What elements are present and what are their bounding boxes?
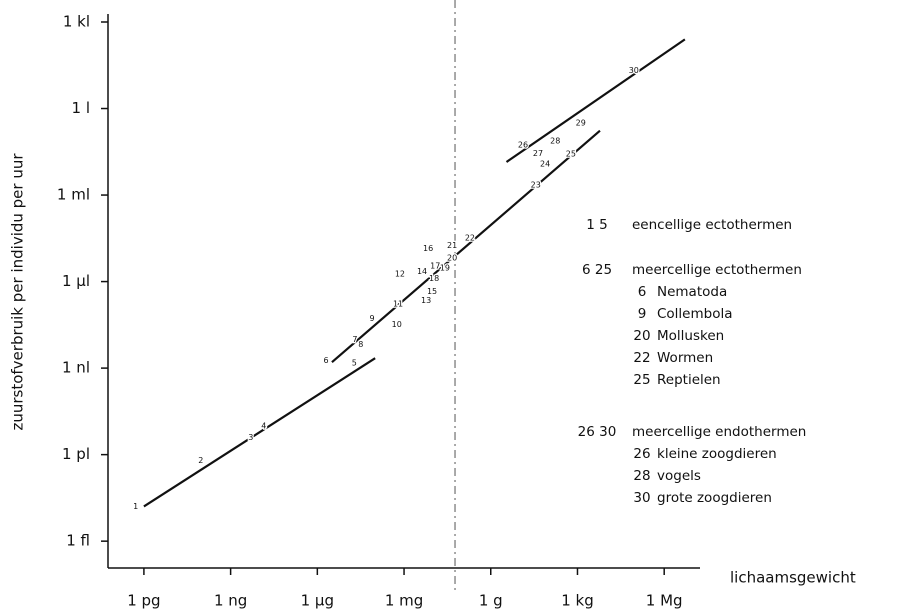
point-label: 11 <box>393 299 403 308</box>
point-label: 29 <box>576 119 586 128</box>
point-label: 18 <box>429 274 439 283</box>
legend-item-number: 6 <box>638 284 647 300</box>
legend-item-name: Wormen <box>657 350 713 366</box>
point-label: 27 <box>533 149 543 158</box>
point-label: 17 <box>430 262 440 271</box>
point-label: 10 <box>392 320 402 329</box>
x-tick-label: 1 ng <box>214 592 247 610</box>
x-tick-label: 1 µg <box>301 592 334 610</box>
legend-item-name: Collembola <box>657 306 733 322</box>
point-label: 4 <box>261 421 266 430</box>
point-label: 20 <box>447 254 457 263</box>
legend-group-label: meercellige ectothermen <box>632 262 802 278</box>
legend-item-number: 26 <box>633 446 650 462</box>
legend-item-name: kleine zoogdieren <box>657 446 777 462</box>
point-label: 12 <box>395 270 405 279</box>
x-tick-label: 1 g <box>479 592 503 610</box>
point-label: 19 <box>440 264 450 273</box>
y-tick-label: 1 µl <box>62 272 90 290</box>
line <box>143 357 376 508</box>
y-tick-label: 1 pl <box>62 445 90 463</box>
legend-group-label: eencellige ectothermen <box>632 217 792 233</box>
x-axis-label: lichaamsgewicht <box>730 569 856 587</box>
y-tick-label: 1 kl <box>63 13 90 31</box>
legend-item-name: vogels <box>657 468 701 484</box>
point-label: 5 <box>352 359 357 368</box>
x-tick-label: 1 pg <box>127 592 160 610</box>
point-label: 3 <box>248 433 253 442</box>
legend-item-number: 30 <box>633 490 650 506</box>
y-tick-label: 1 fl <box>66 532 90 550</box>
legend-group-label: meercellige endothermen <box>632 424 806 440</box>
point-label: 14 <box>417 267 427 276</box>
point-label: 7 <box>352 335 357 344</box>
legend-range: 1 5 <box>586 217 607 233</box>
legend-item-number: 28 <box>633 468 650 484</box>
y-tick-label: 1 ml <box>57 186 90 204</box>
point-label: 15 <box>427 287 437 296</box>
legend-range: 26 30 <box>578 424 617 440</box>
y-tick-label: 1 l <box>72 99 90 117</box>
point-label: 9 <box>369 314 374 323</box>
point-label: 23 <box>531 181 541 190</box>
legend-item-name: Mollusken <box>657 328 724 344</box>
x-tick-label: 1 mg <box>385 592 423 610</box>
legend-item-name: grote zoogdieren <box>657 490 772 506</box>
line <box>505 38 686 163</box>
legend-item-number: 22 <box>633 350 650 366</box>
point-label: 30 <box>629 66 639 75</box>
y-axis-label: zuurstofverbruik per individu per uur <box>9 153 27 431</box>
point-label: 1 <box>133 502 138 511</box>
point-label: 13 <box>421 296 431 305</box>
point-label: 22 <box>465 234 475 243</box>
point-label: 25 <box>566 150 576 159</box>
point-label: 24 <box>540 159 550 168</box>
point-label: 21 <box>447 241 457 250</box>
point-label: 28 <box>550 137 560 146</box>
point-label: 16 <box>423 244 433 253</box>
legend-item-name: Reptielen <box>657 372 721 388</box>
legend-range: 6 25 <box>582 262 612 278</box>
legend-item-number: 25 <box>633 372 650 388</box>
line <box>331 129 601 364</box>
point-label: 2 <box>198 456 203 465</box>
x-tick-label: 1 Mg <box>646 592 683 610</box>
x-tick-label: 1 kg <box>561 592 594 610</box>
legend-item-name: Nematoda <box>657 284 727 300</box>
legend-item-number: 9 <box>638 306 647 322</box>
point-label: 26 <box>518 141 528 150</box>
point-label: 8 <box>358 340 363 349</box>
point-label: 6 <box>323 356 328 365</box>
legend-item-number: 20 <box>633 328 650 344</box>
y-tick-label: 1 nl <box>62 359 90 377</box>
